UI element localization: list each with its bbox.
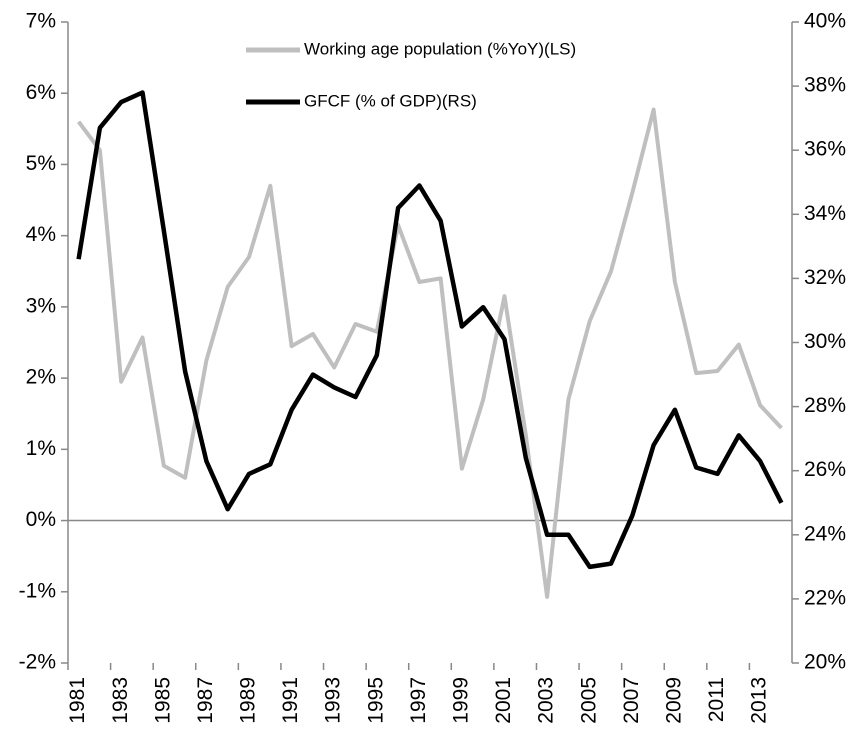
y-tick-label: 1%: [26, 437, 56, 460]
y2-tick-label: 20%: [804, 651, 846, 674]
y2-tick-label: 30%: [804, 330, 846, 353]
y-tick-label: 7%: [26, 10, 56, 33]
y2-tick-label: 24%: [804, 522, 846, 545]
y2-tick-label: 36%: [804, 138, 846, 161]
x-tick-label: 2005: [577, 677, 600, 724]
legend-label: GFCF (% of GDP)(RS): [304, 91, 477, 110]
x-tick-label: 1987: [194, 677, 217, 724]
y2-tick-label: 40%: [804, 10, 846, 33]
y2-tick-label: 34%: [804, 202, 846, 225]
y2-tick-label: 32%: [804, 266, 846, 289]
y2-tick-label: 22%: [804, 586, 846, 609]
y-tick-label: 5%: [26, 152, 56, 175]
x-tick-label: 1981: [66, 677, 89, 724]
y-tick-label: 2%: [26, 366, 56, 389]
y2-tick-label: 26%: [804, 458, 846, 481]
x-tick-label: 1991: [279, 677, 302, 724]
x-tick-label: 1999: [449, 677, 472, 724]
legend-label: Working age population (%YoY)(LS): [304, 39, 576, 58]
y2-tick-label: 38%: [804, 74, 846, 97]
y-tick-label: 4%: [26, 223, 56, 246]
y2-tick-label: 28%: [804, 394, 846, 417]
x-tick-label: 2013: [748, 677, 771, 724]
x-tick-label: 1985: [151, 677, 174, 724]
y-tick-label: 0%: [26, 508, 56, 531]
y-tick-label: 3%: [26, 294, 56, 317]
series-line: [76, 90, 784, 570]
x-tick-label: 2003: [535, 677, 558, 724]
x-tick-label: 2001: [492, 677, 515, 724]
y-tick-label: 6%: [26, 81, 56, 104]
x-tick-label: 1995: [364, 677, 387, 724]
y-tick-label: -1%: [19, 579, 56, 602]
x-tick-label: 2009: [662, 677, 685, 724]
x-tick-label: 2007: [620, 677, 643, 724]
y-tick-label: -2%: [19, 651, 56, 674]
x-tick-label: 1983: [109, 677, 132, 724]
x-tick-label: 1997: [407, 677, 430, 724]
x-tick-label: 1993: [322, 677, 345, 724]
x-tick-label: 1989: [237, 677, 260, 724]
x-tick-label: 2011: [705, 677, 728, 722]
